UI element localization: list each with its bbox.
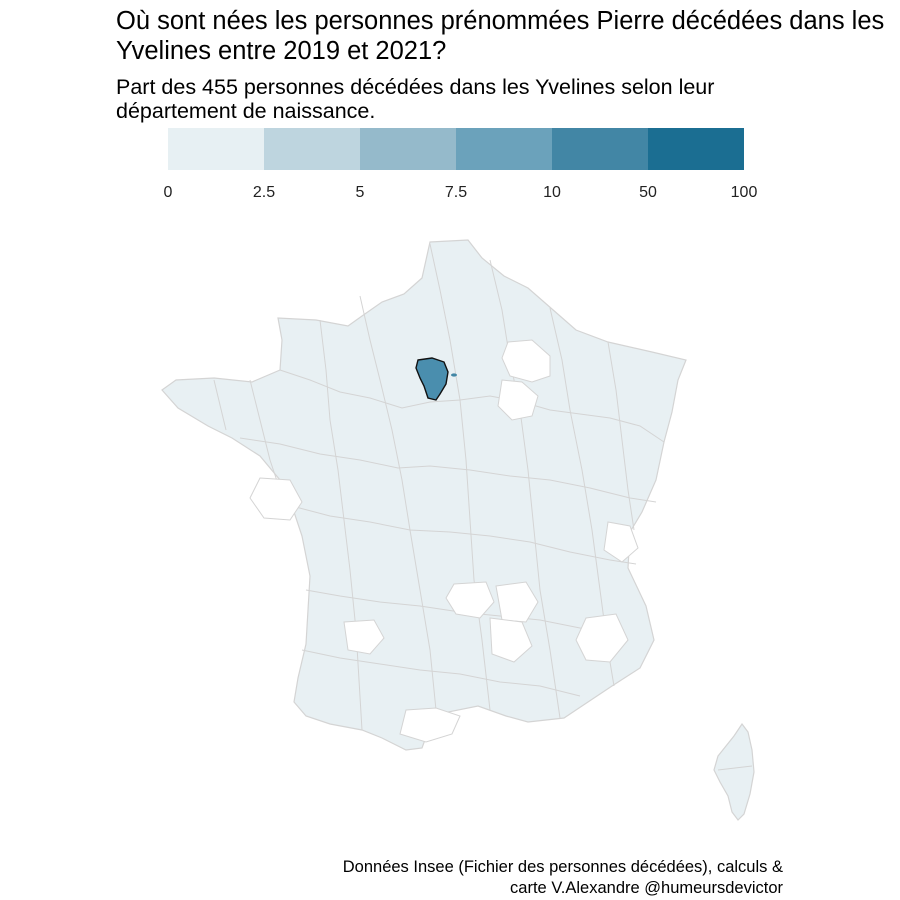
legend-break-label: 10 [543,184,561,201]
legend-swatch [552,128,648,170]
legend-swatch [168,128,264,170]
legend-break-label: 100 [731,184,758,201]
legend-break-label: 5 [356,184,365,201]
corsica [713,722,755,821]
color-legend: 0 2.5 5 7.5 10 50 100 [164,128,758,201]
legend-swatch [456,128,552,170]
legend-labels: 0 2.5 5 7.5 10 50 100 [164,184,758,201]
paris-marker [451,373,457,377]
map-title: Où sont nées les personnes prénommées Pi… [116,7,885,65]
yvelines-department [415,357,449,401]
legend-break-label: 0 [164,184,173,201]
map-subtitle: Part des 455 personnes décédées dans les… [116,75,715,123]
legend-swatch [360,128,456,170]
legend-break-label: 2.5 [253,184,275,201]
legend-swatch [648,128,744,170]
legend-swatches [168,128,744,170]
source-caption: Données Insee (Fichier des personnes déc… [342,858,783,897]
legend-break-label: 50 [639,184,657,201]
mainland-france [161,239,687,751]
corsica-border [717,765,753,771]
nodata-departments [249,339,639,743]
legend-swatch [264,128,360,170]
department-borders [213,243,665,731]
legend-break-label: 7.5 [445,184,467,201]
france-map [161,239,755,821]
